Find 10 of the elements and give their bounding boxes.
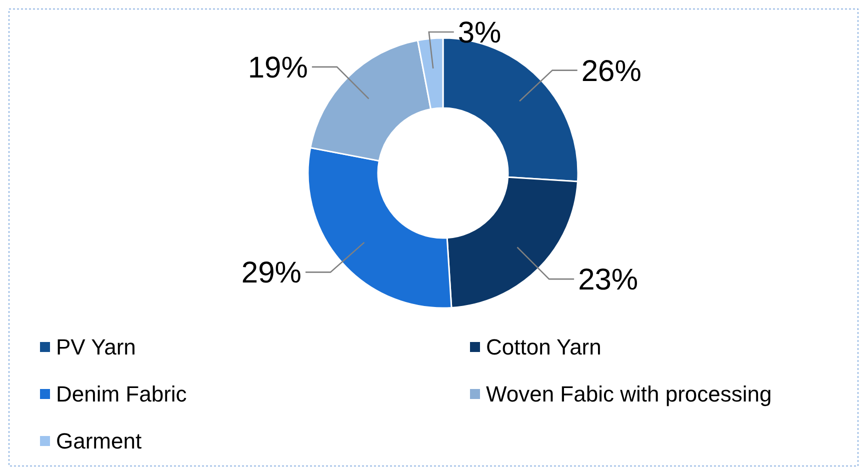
- legend-label: Denim Fabric: [56, 382, 187, 407]
- legend-label: PV Yarn: [56, 334, 136, 360]
- data-label: 19%: [248, 51, 308, 84]
- data-label: 26%: [581, 54, 642, 88]
- legend-label: Cotton Yarn: [486, 334, 602, 360]
- data-label: 29%: [241, 256, 302, 290]
- legend-label: Garment: [56, 428, 142, 454]
- data-label: 23%: [578, 264, 638, 297]
- data-label: 3%: [458, 16, 502, 50]
- legend-label: Woven Fabic with processing: [486, 382, 772, 407]
